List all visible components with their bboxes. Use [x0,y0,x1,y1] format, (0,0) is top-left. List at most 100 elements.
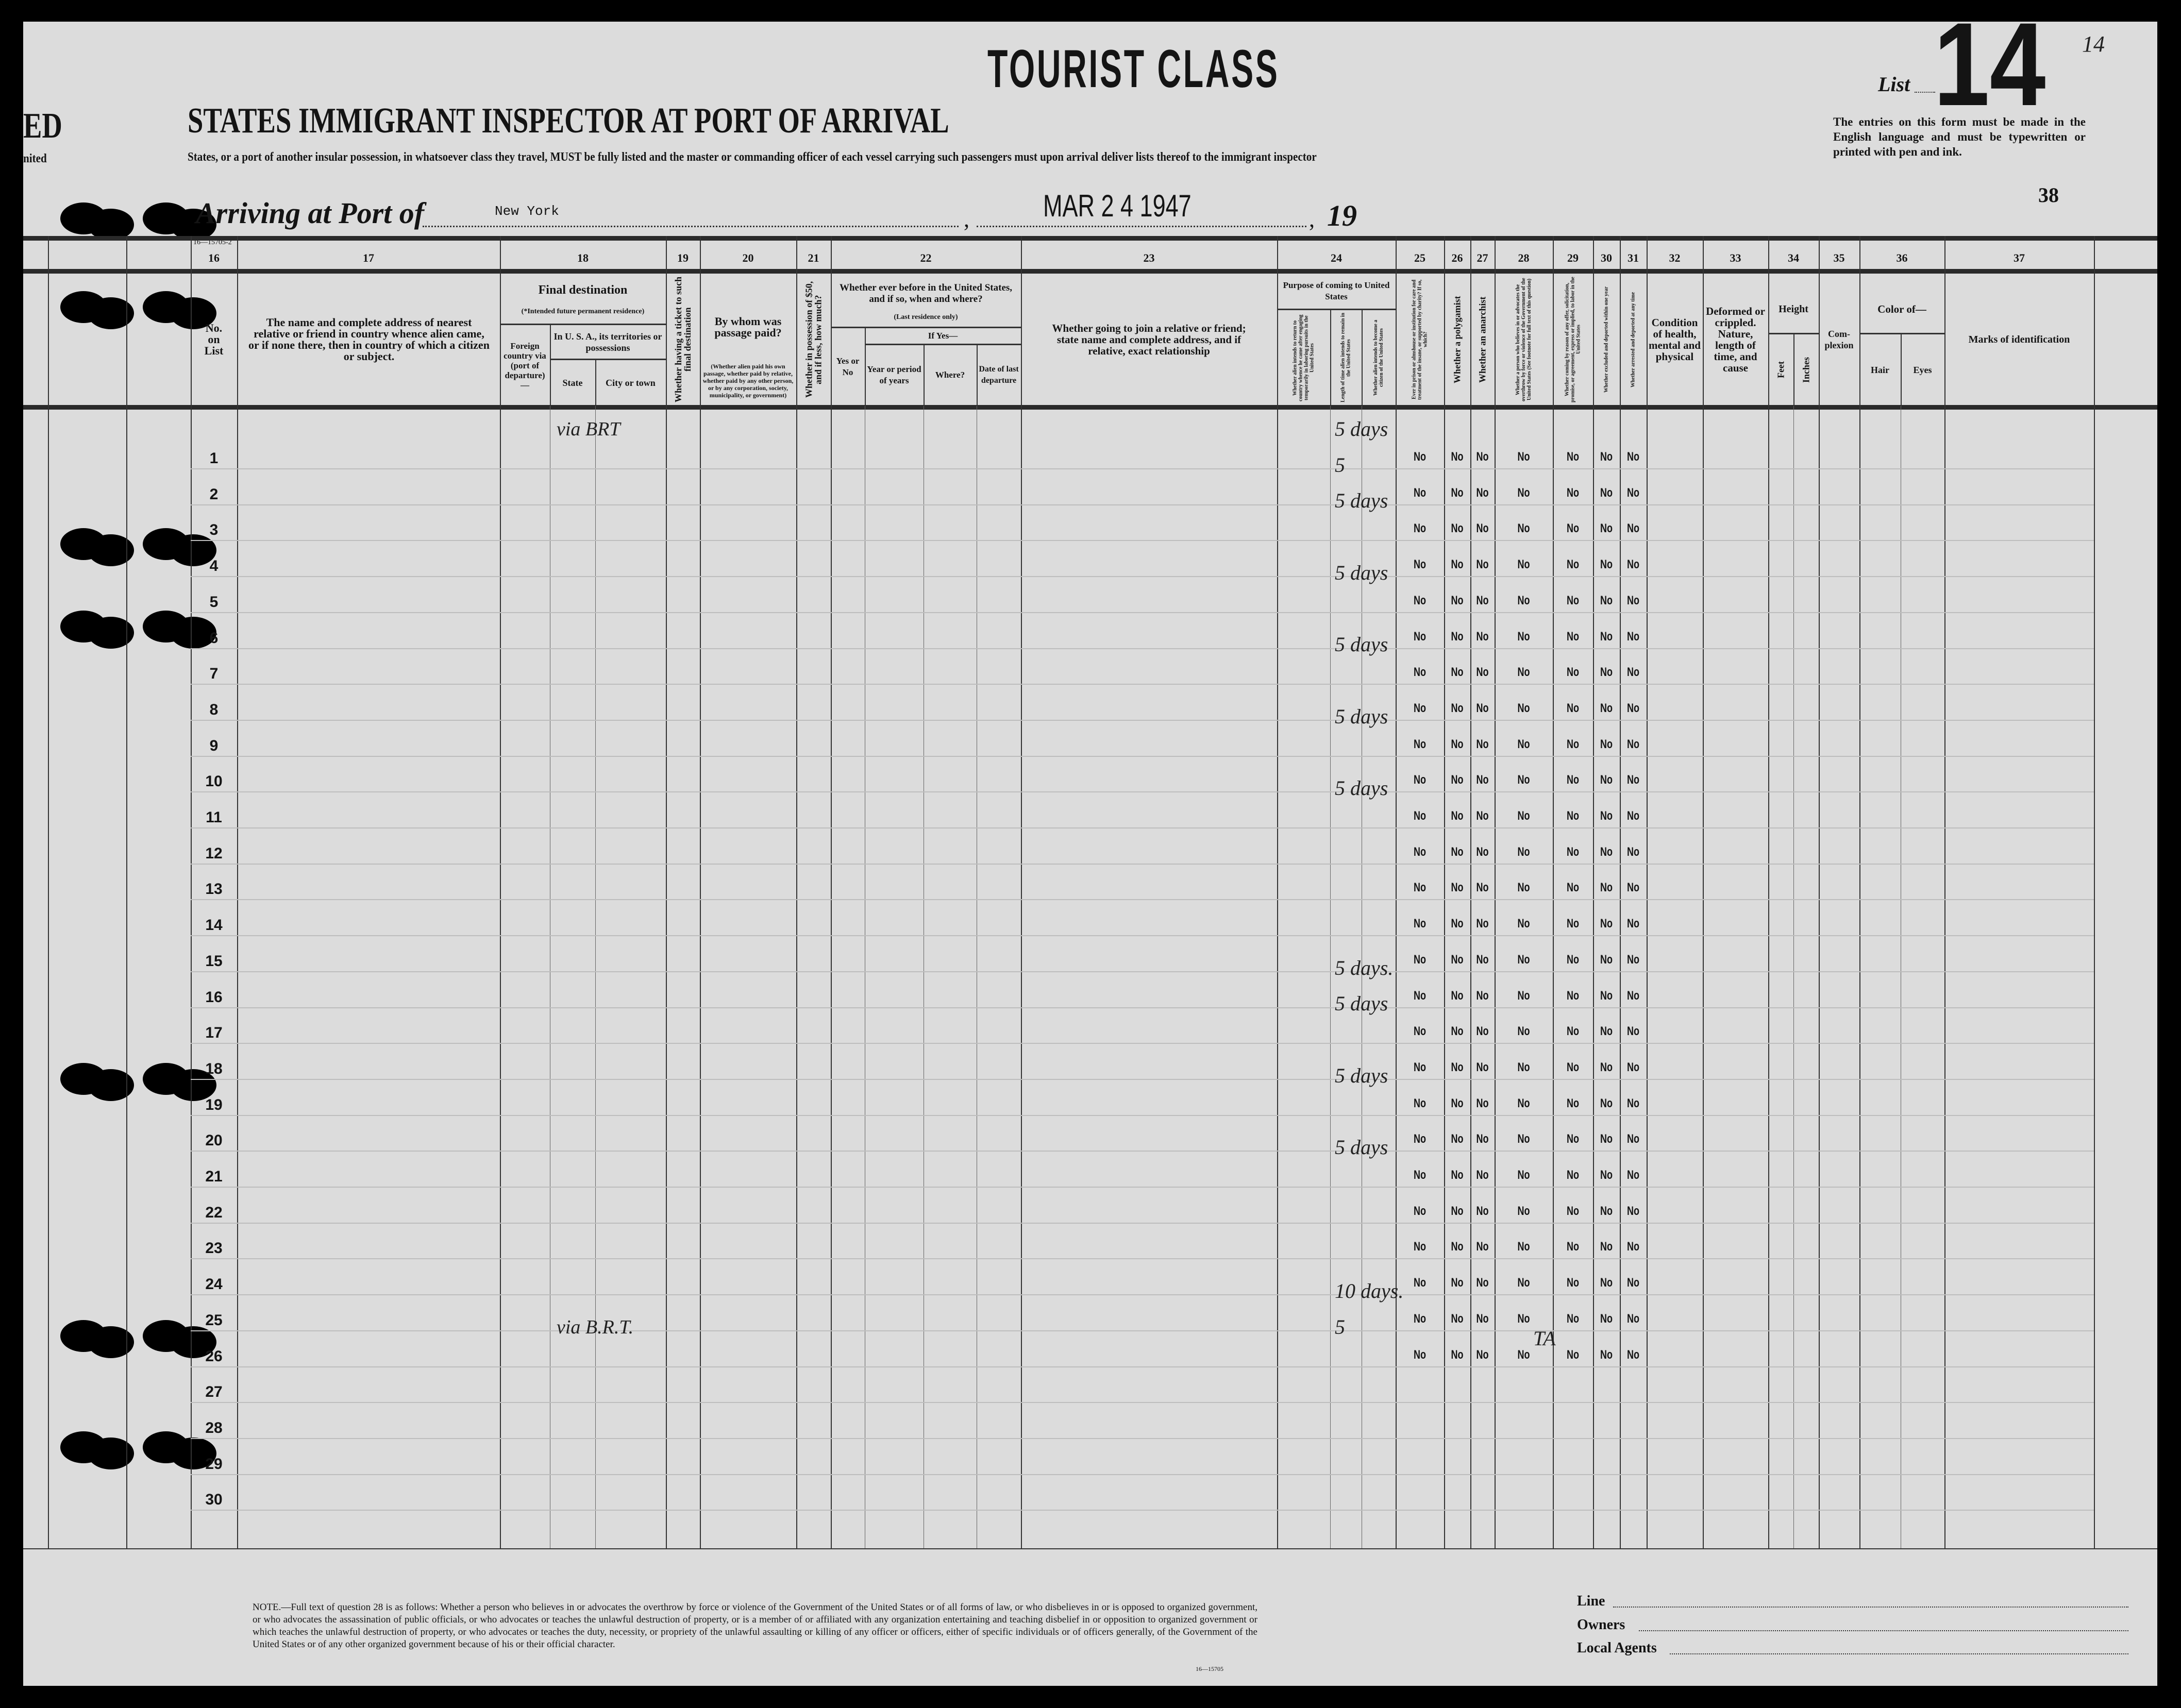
cell-question-26: No [1451,809,1464,823]
column-rule [237,236,238,1548]
cell-question-30: No [1600,1312,1613,1326]
row-number: 22 [205,1204,223,1221]
cell-question-25: No [1414,594,1426,607]
cell-question-29: No [1567,486,1579,500]
cell-question-28: No [1517,1060,1530,1074]
row-rule [191,1187,2094,1188]
row-rule [191,720,2094,721]
header-money: Whether in possession of $50, and if les… [803,281,824,398]
row-rule [191,468,2094,469]
row-number: 17 [205,1024,223,1041]
left-fragment-text: nited [23,152,47,165]
column-rule [1277,236,1278,1548]
header-purpose-return: Whether alien intends to return to count… [1292,314,1315,401]
cell-question-26: No [1451,630,1464,644]
row-rule [191,1438,2094,1439]
cell-question-25: No [1414,1168,1426,1182]
cell-question-28: No [1517,989,1530,1003]
punch-hole-icon [170,1069,216,1101]
cell-question-31: No [1627,1348,1639,1362]
cell-question-25: No [1414,737,1426,751]
cell-question-25: No [1414,557,1426,571]
cell-question-30: No [1600,701,1613,715]
row-rule [191,1366,2094,1367]
cell-question-25: No [1414,953,1426,967]
column-rule [1793,406,1794,1548]
column-rule [700,236,701,1548]
column-number: 23 [1143,251,1155,264]
column-rule [48,236,49,1548]
cell-question-31: No [1627,989,1639,1003]
column-number: 36 [1896,251,1908,264]
row-rule [191,971,2094,972]
punch-hole-icon [170,617,216,649]
punch-hole-icon [88,209,134,241]
column-rule [1703,236,1704,1548]
row-rule [191,791,2094,792]
cell-question-31: No [1627,881,1639,894]
cell-question-27: No [1476,594,1489,607]
cell-question-29: No [1567,989,1579,1003]
cell-question-27: No [1476,665,1489,679]
cell-question-27: No [1476,845,1489,859]
cell-question-26: No [1451,1240,1464,1254]
cell-question-25: No [1414,881,1426,894]
column-number: 19 [677,251,689,264]
date-line [977,226,1306,227]
column-rule [595,359,596,406]
left-fragment-text: ED [23,106,62,146]
row-rule [191,1258,2094,1259]
cell-question-25: No [1414,1096,1426,1110]
line-label: Line [1577,1593,1605,1609]
column-number: 32 [1669,251,1681,264]
header-rule [1859,333,1944,334]
row-number: 30 [205,1491,223,1508]
row-number: 28 [205,1419,223,1436]
cell-question-27: No [1476,989,1489,1003]
cell-question-28: No [1517,630,1530,644]
cell-question-25: No [1414,701,1426,715]
column-rule [1495,236,1496,1548]
column-rule [1330,406,1331,1548]
handwritten-length-of-stay: 10 days. [1335,1279,1404,1303]
cell-question-28: No [1517,1276,1530,1290]
cell-question-26: No [1451,881,1464,894]
cell-question-29: No [1567,881,1579,894]
cell-question-30: No [1600,521,1613,535]
owners-field[interactable] [1639,1630,2128,1631]
header-final-destination: Final destination [538,283,628,297]
rule-thick [23,236,2157,241]
cell-question-31: No [1627,521,1639,535]
punch-hole-icon [170,1438,216,1469]
cell-question-30: No [1600,630,1613,644]
header-color-of: Color of— [1877,303,1926,315]
row-rule [191,504,2094,505]
row-number: 8 [209,701,219,718]
column-rule [831,236,832,1548]
cell-question-31: No [1627,1132,1639,1146]
header-where: Where? [935,370,965,380]
cell-question-29: No [1567,1348,1579,1362]
header-year: Year or period of years [867,364,921,385]
cell-question-31: No [1627,557,1639,571]
column-rule [2094,236,2095,1548]
column-rule [1768,236,1769,1548]
year-prefix: 19 [1327,199,1357,232]
local-agents-field[interactable] [1670,1653,2128,1654]
cell-question-29: No [1567,450,1579,464]
cell-question-29: No [1567,917,1579,931]
column-number: 17 [363,251,374,264]
header-feet: Feet [1775,361,1786,379]
column-number: 37 [2014,251,2025,264]
cell-question-27: No [1476,450,1489,464]
cell-question-26: No [1451,1024,1464,1038]
cell-question-29: No [1567,1132,1579,1146]
cell-question-26: No [1451,1276,1464,1290]
cell-question-30: No [1600,953,1613,967]
line-field[interactable] [1613,1606,2128,1608]
header-rule [1768,333,1819,334]
cell-question-28: No [1517,1024,1530,1038]
handwritten-length-of-stay: 5 days [1335,1136,1388,1159]
cell-question-29: No [1567,521,1579,535]
cell-question-31: No [1627,1060,1639,1074]
